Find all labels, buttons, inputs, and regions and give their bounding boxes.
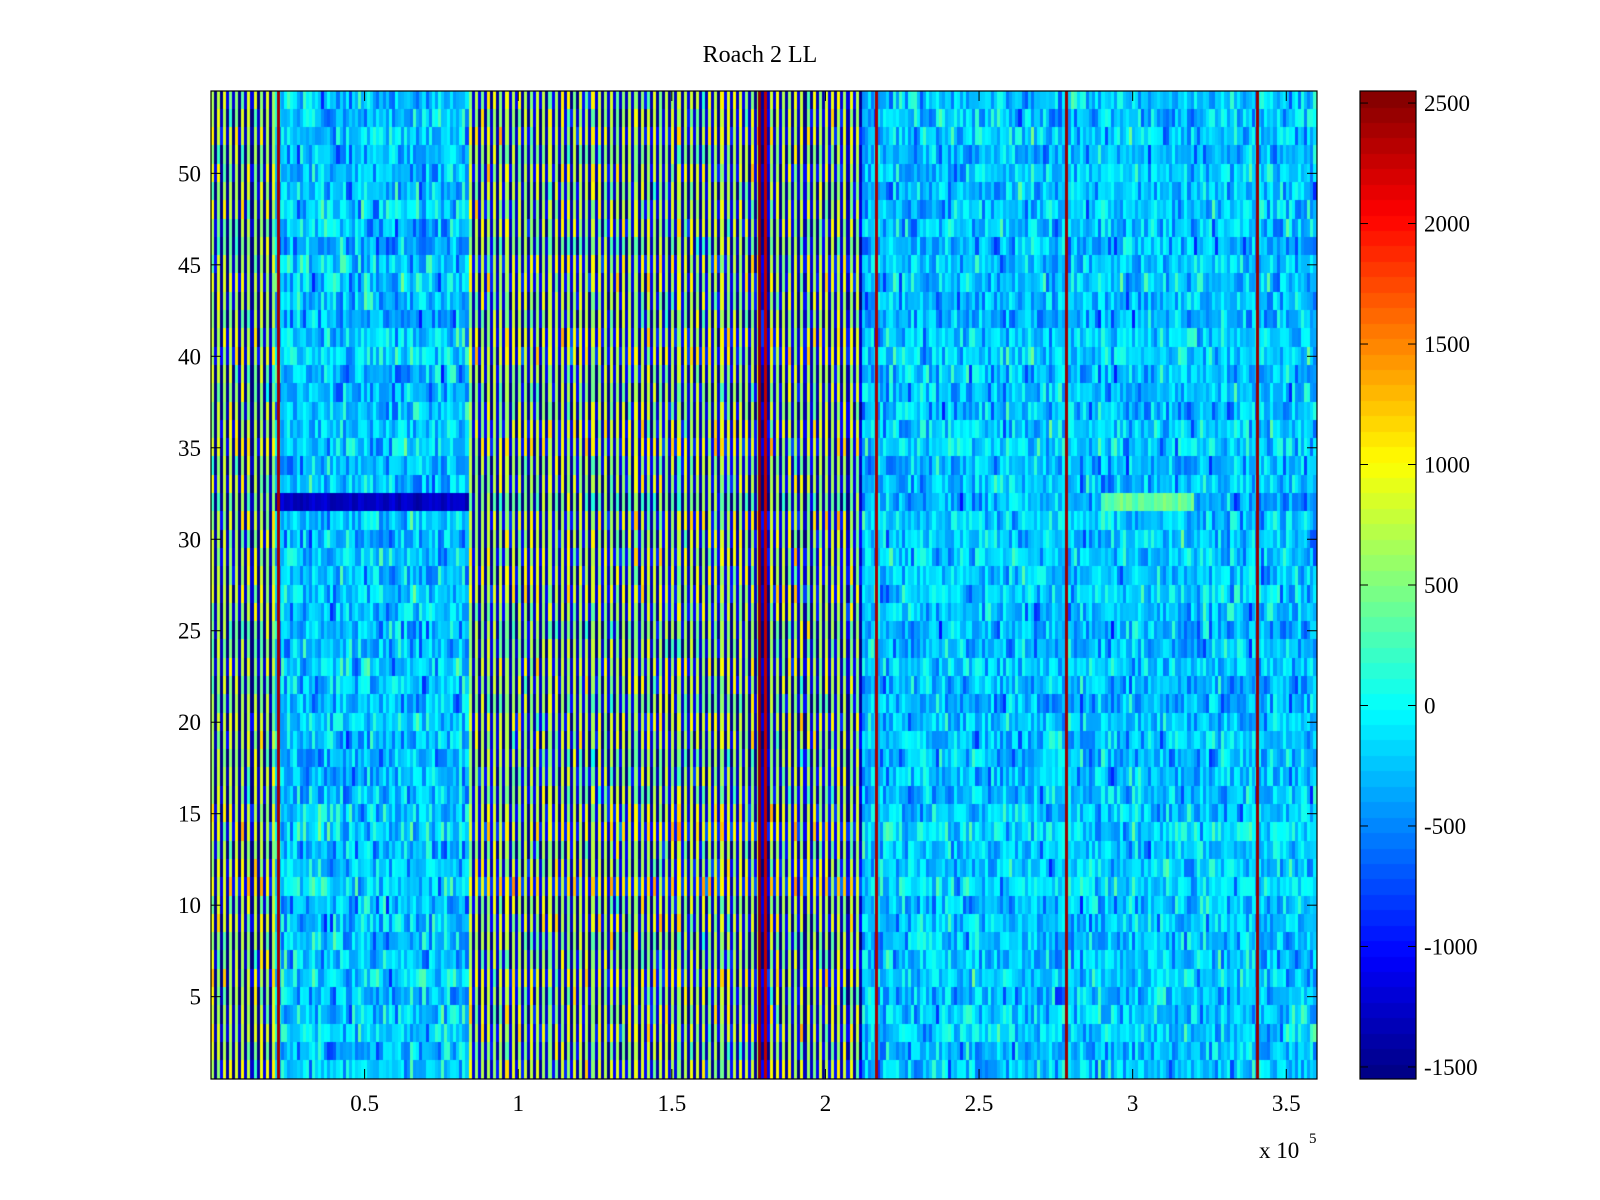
x-tick-label: 0.5 xyxy=(350,1091,379,1116)
colorbar-tick-label: 2500 xyxy=(1424,91,1470,116)
colorbar-tick-label: 500 xyxy=(1424,573,1459,598)
colorbar-tick-label: -500 xyxy=(1424,814,1466,839)
y-tick-label: 10 xyxy=(178,893,201,918)
y-tick-label: 50 xyxy=(178,161,201,186)
x-tick-label: 2 xyxy=(820,1091,832,1116)
heatmap-plot-area xyxy=(211,91,1317,1079)
colorbar-tick-label: 1000 xyxy=(1424,453,1470,478)
x-tick-label: 1 xyxy=(512,1091,524,1116)
colorbar-tick-label: -1500 xyxy=(1424,1055,1478,1080)
y-tick-label: 35 xyxy=(178,436,201,461)
x-axis-multiplier: x 10 xyxy=(1259,1138,1299,1163)
chart-title: Roach 2 LL xyxy=(702,42,818,68)
x-tick-label: 2.5 xyxy=(965,1091,994,1116)
colorbar-frame xyxy=(1359,90,1417,1080)
y-tick-label: 45 xyxy=(178,253,201,278)
x-tick-label: 3 xyxy=(1127,1091,1139,1116)
plot-frame xyxy=(210,90,1318,1080)
x-axis-ticks: 0.5 1 1.5 2 2.5 3 3.5 xyxy=(350,91,1301,1116)
y-tick-label: 25 xyxy=(178,619,201,644)
y-tick-label: 40 xyxy=(178,344,201,369)
colorbar-tick-label: -1000 xyxy=(1424,934,1478,959)
colorbar-tick-label: 0 xyxy=(1424,693,1436,718)
axes-frames xyxy=(210,90,1417,1080)
y-tick-label: 30 xyxy=(178,527,201,552)
colorbar xyxy=(1360,91,1416,1079)
y-tick-label: 5 xyxy=(190,985,202,1010)
y-tick-label: 15 xyxy=(178,802,201,827)
x-tick-label: 1.5 xyxy=(657,1091,686,1116)
x-tick-label: 3.5 xyxy=(1272,1091,1301,1116)
colorbar-ticks: 2500 2000 1500 1000 500 0 -500 -1000 -1500 xyxy=(1360,91,1478,1080)
colorbar-tick-label: 2000 xyxy=(1424,212,1470,237)
y-tick-label: 20 xyxy=(178,710,201,735)
x-axis-multiplier-exponent: 5 xyxy=(1309,1131,1317,1147)
y-axis-ticks: 5 10 15 20 25 30 35 40 45 50 xyxy=(178,161,1317,1010)
colorbar-tick-label: 1500 xyxy=(1424,332,1470,357)
